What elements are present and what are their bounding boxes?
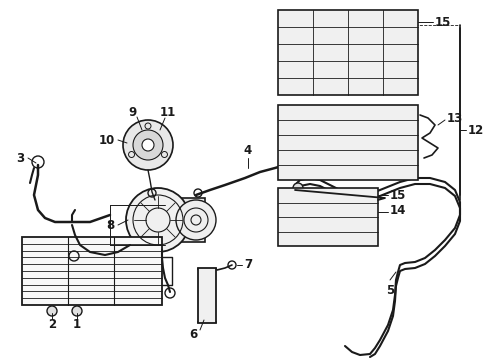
Circle shape <box>123 120 173 170</box>
Text: 1: 1 <box>73 319 81 332</box>
Bar <box>22 237 162 305</box>
Text: 12: 12 <box>468 123 484 136</box>
Text: 2: 2 <box>48 319 56 332</box>
Circle shape <box>142 139 154 151</box>
Text: 15: 15 <box>390 189 406 202</box>
Text: 6: 6 <box>189 328 197 342</box>
Circle shape <box>72 306 82 316</box>
Bar <box>278 10 418 95</box>
Circle shape <box>47 306 57 316</box>
Circle shape <box>133 130 163 160</box>
Bar <box>278 188 378 246</box>
Text: 7: 7 <box>244 258 252 271</box>
Circle shape <box>126 188 190 252</box>
Bar <box>198 268 216 323</box>
Text: 8: 8 <box>106 219 114 231</box>
Bar <box>153 198 205 242</box>
Text: 15: 15 <box>435 15 451 28</box>
Text: 13: 13 <box>447 112 463 125</box>
Bar <box>278 105 418 180</box>
Circle shape <box>293 183 303 193</box>
Text: 14: 14 <box>390 203 406 216</box>
Text: 11: 11 <box>160 105 176 118</box>
Text: 4: 4 <box>244 144 252 157</box>
Text: 3: 3 <box>16 152 24 165</box>
Text: 9: 9 <box>128 105 136 118</box>
Text: 10: 10 <box>99 134 115 147</box>
Circle shape <box>176 200 216 240</box>
Text: 5: 5 <box>386 284 394 297</box>
